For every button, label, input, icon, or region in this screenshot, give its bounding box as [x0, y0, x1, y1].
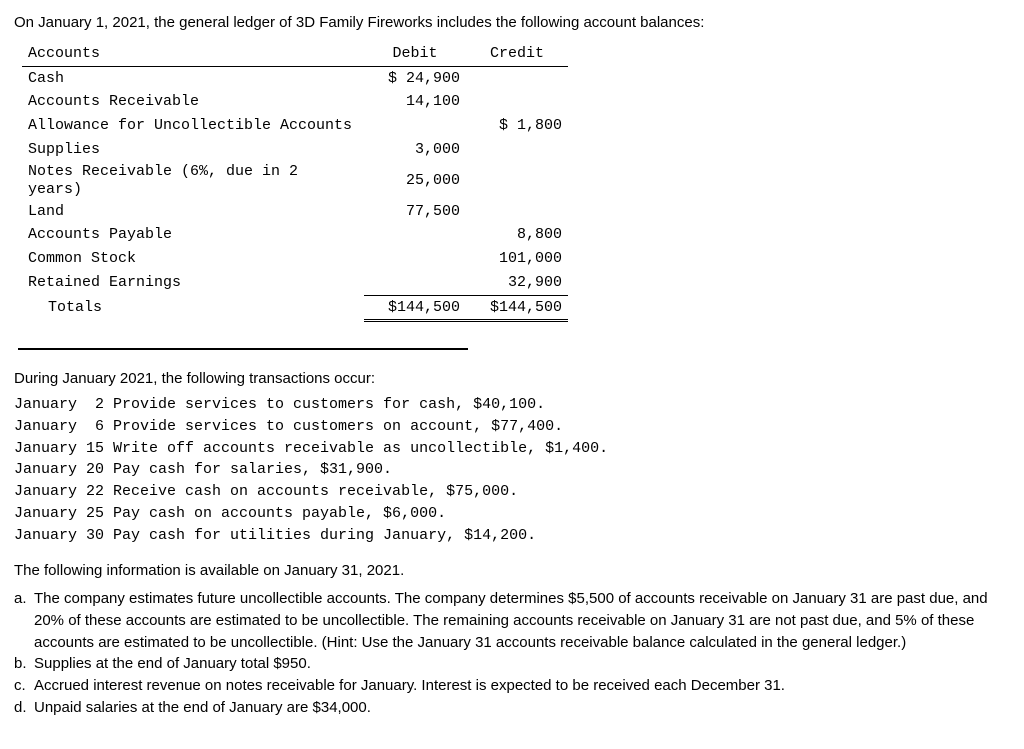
- notes-list: a.The company estimates future uncollect…: [14, 588, 1010, 719]
- note-item: b.Supplies at the end of January total $…: [14, 653, 1010, 675]
- transaction-line: January 22 Receive cash on accounts rece…: [14, 481, 1010, 503]
- transactions-intro: During January 2021, the following trans…: [14, 368, 1010, 390]
- note-item: d.Unpaid salaries at the end of January …: [14, 697, 1010, 719]
- table-row: Supplies3,000: [22, 138, 568, 162]
- note-item: a.The company estimates future uncollect…: [14, 588, 1010, 653]
- transaction-line: January 6 Provide services to customers …: [14, 416, 1010, 438]
- transaction-line: January 15 Write off accounts receivable…: [14, 438, 1010, 460]
- col-accounts: Accounts: [22, 42, 364, 66]
- table-row: Accounts Payable8,800: [22, 223, 568, 247]
- divider: [18, 344, 468, 350]
- table-row: Accounts Receivable14,100: [22, 90, 568, 114]
- table-row: Allowance for Uncollectible Accounts$ 1,…: [22, 114, 568, 138]
- transaction-line: January 25 Pay cash on accounts payable,…: [14, 503, 1010, 525]
- table-row: Cash$ 24,900: [22, 66, 568, 90]
- table-row: Common Stock101,000: [22, 247, 568, 271]
- intro-text: On January 1, 2021, the general ledger o…: [14, 12, 1010, 34]
- transaction-line: January 20 Pay cash for salaries, $31,90…: [14, 459, 1010, 481]
- table-row: Land77,500: [22, 200, 568, 224]
- totals-row: Totals $144,500 $144,500: [22, 295, 568, 321]
- ledger-table: Accounts Debit Credit Cash$ 24,900 Accou…: [22, 42, 1010, 323]
- info-intro: The following information is available o…: [14, 560, 1010, 582]
- col-credit: Credit: [466, 42, 568, 66]
- table-row: Notes Receivable (6%, due in 2 years)25,…: [22, 162, 568, 200]
- table-row: Retained Earnings32,900: [22, 271, 568, 295]
- transaction-line: January 2 Provide services to customers …: [14, 394, 1010, 416]
- transactions-list: January 2 Provide services to customers …: [14, 394, 1010, 546]
- col-debit: Debit: [364, 42, 466, 66]
- note-item: c.Accrued interest revenue on notes rece…: [14, 675, 1010, 697]
- transaction-line: January 30 Pay cash for utilities during…: [14, 525, 1010, 547]
